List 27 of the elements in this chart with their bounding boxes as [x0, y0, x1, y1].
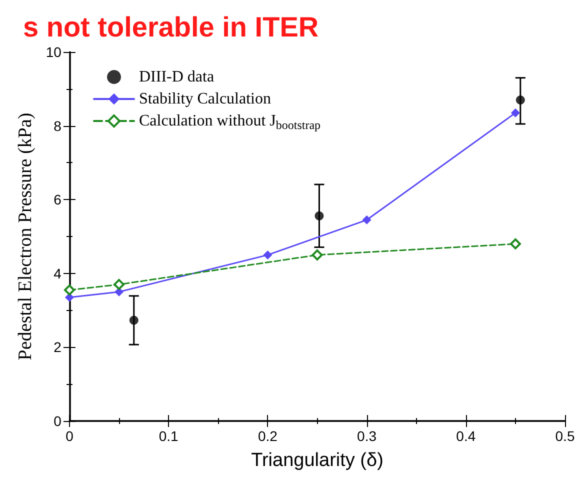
point — [510, 238, 521, 250]
point — [129, 316, 138, 325]
point — [64, 284, 75, 296]
point — [362, 215, 372, 224]
point — [263, 250, 272, 260]
point — [314, 211, 324, 220]
x-tick-label: 0.5 — [555, 428, 575, 444]
x-tick-label: 0.2 — [258, 428, 278, 444]
legend-label: DIII-D data — [139, 68, 214, 86]
point — [510, 108, 520, 118]
point — [516, 95, 525, 104]
x-tick-label: 0.3 — [357, 428, 377, 444]
x-axis-title: Triangularity (δ) — [251, 450, 384, 471]
y-tick-label: 10 — [46, 44, 62, 60]
point — [312, 249, 323, 260]
y-tick-label: 2 — [54, 339, 62, 356]
y-tick-label: 0 — [54, 413, 62, 429]
x-tick-label: 0 — [66, 428, 74, 444]
chart-title: s not tolerable in ITER — [23, 12, 319, 42]
y-tick-label: 4 — [54, 265, 62, 282]
point — [114, 278, 125, 290]
legend-label: Stability Calculation — [139, 90, 271, 108]
y-axis-title: Pedestal Electron Pressure (kPa) — [15, 112, 36, 360]
y-tick-label: 6 — [54, 192, 62, 208]
y-tick-label: 8 — [54, 118, 62, 134]
x-tick-label: 0.4 — [456, 428, 476, 444]
x-tick-label: 0.1 — [158, 428, 179, 444]
